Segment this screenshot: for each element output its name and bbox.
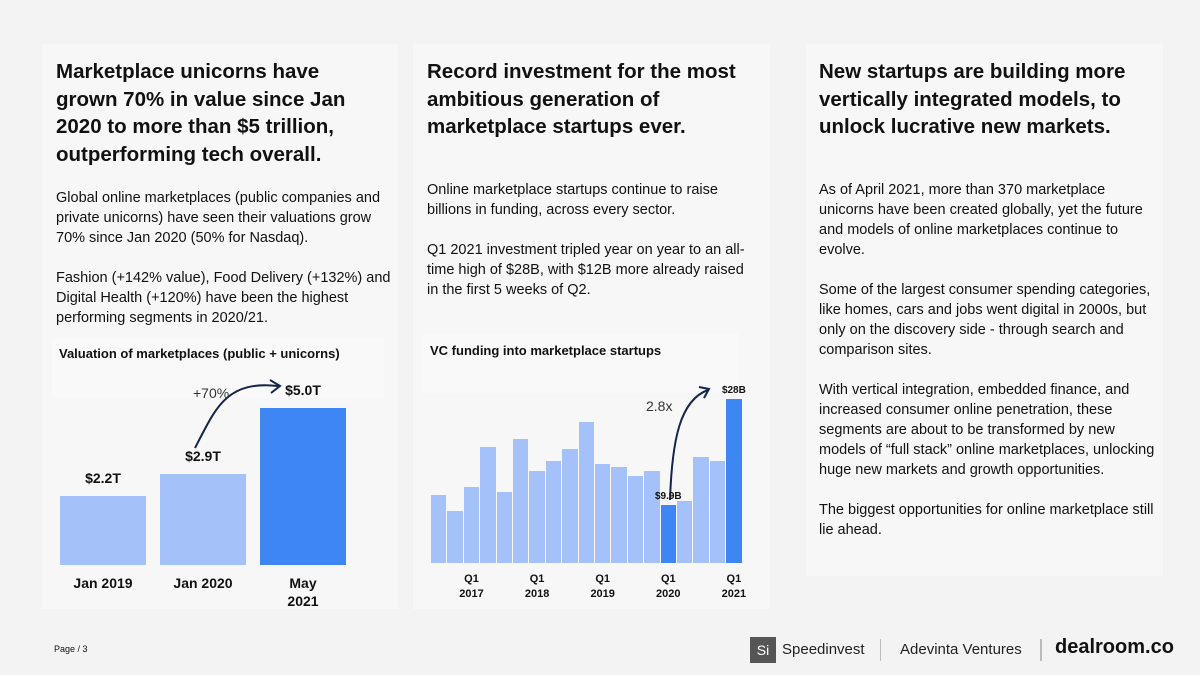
paragraph: Some of the largest consumer spending ca… [819,282,1151,358]
bar [463,486,480,563]
bar [677,500,693,563]
bar [160,473,246,565]
x-tick-label: Jan 2019 [73,575,133,591]
bar [611,466,627,563]
bar [513,438,529,563]
x-tick-label: Q1 2018 [524,573,550,600]
bar [60,495,146,565]
chart-title-box [423,333,738,393]
paragraph: Q1 2021 investment tripled year on year … [427,242,745,298]
bar [595,464,611,563]
chart-title: Valuation of marketplaces (public + unic… [59,346,340,361]
card [806,44,1163,576]
logo: dealroom.co [1055,636,1174,658]
bar [627,476,644,563]
x-tick-label: May 2021 [287,575,319,609]
divider [880,639,881,661]
divider [1040,639,1042,661]
bar [578,422,594,563]
annotation: +70% [193,385,230,401]
arrow-head [269,379,282,394]
bar [545,461,562,563]
bar [431,495,447,563]
bar [496,492,512,563]
logo: Adevinta Ventures [900,641,1022,658]
arrow [194,384,279,449]
bar [709,461,726,563]
heading: New startups are building more verticall… [819,60,1126,138]
bar [693,456,709,563]
arrow-head [698,386,711,399]
annotation: 2.8x [646,398,673,414]
paragraph: Fashion (+142% value), Food Delivery (+1… [56,270,391,326]
logo-mark: Si [750,637,776,663]
arrow [669,389,709,501]
body: Global online marketplaces (public compa… [56,188,394,348]
paragraph: With vertical integration, embedded fina… [819,382,1155,478]
bar [660,505,676,563]
paragraph: The biggest opportunities for online mar… [819,502,1154,538]
chart-title: VC funding into marketplace startups [430,343,662,358]
page-number: Page / 3 [54,644,88,654]
paragraph: As of April 2021, more than 370 marketpl… [819,182,1143,258]
bar [726,399,742,563]
bar [644,471,660,563]
x-tick-label: Q1 2019 [590,573,615,600]
bar [480,447,496,563]
bar [447,510,463,563]
body: Online marketplace startups continue to … [427,180,749,320]
x-tick-label: Jan 2020 [173,575,233,591]
value-label: $2.9T [185,447,221,464]
bar [260,408,346,565]
value-label: $28B [721,385,746,396]
x-tick-label: Q1 2020 [656,573,681,600]
bar [529,471,545,563]
value-label: $2.2T [85,469,121,486]
value-label: $9.9B [654,491,682,502]
x-tick-label: Q1 2017 [459,573,484,600]
chart-title-box [52,338,384,398]
body: As of April 2021, more than 370 marketpl… [819,180,1155,560]
paragraph: Online marketplace startups continue to … [427,182,718,218]
logo: Speedinvest [782,641,865,658]
x-tick-label: Q1 2021 [721,573,747,600]
heading: Record investment for the most ambitious… [427,60,736,138]
bar [562,448,578,563]
value-label: $5.0T [285,382,321,398]
heading: Marketplace unicorns have grown 70% in v… [56,60,346,166]
paragraph: Global online marketplaces (public compa… [56,190,381,246]
